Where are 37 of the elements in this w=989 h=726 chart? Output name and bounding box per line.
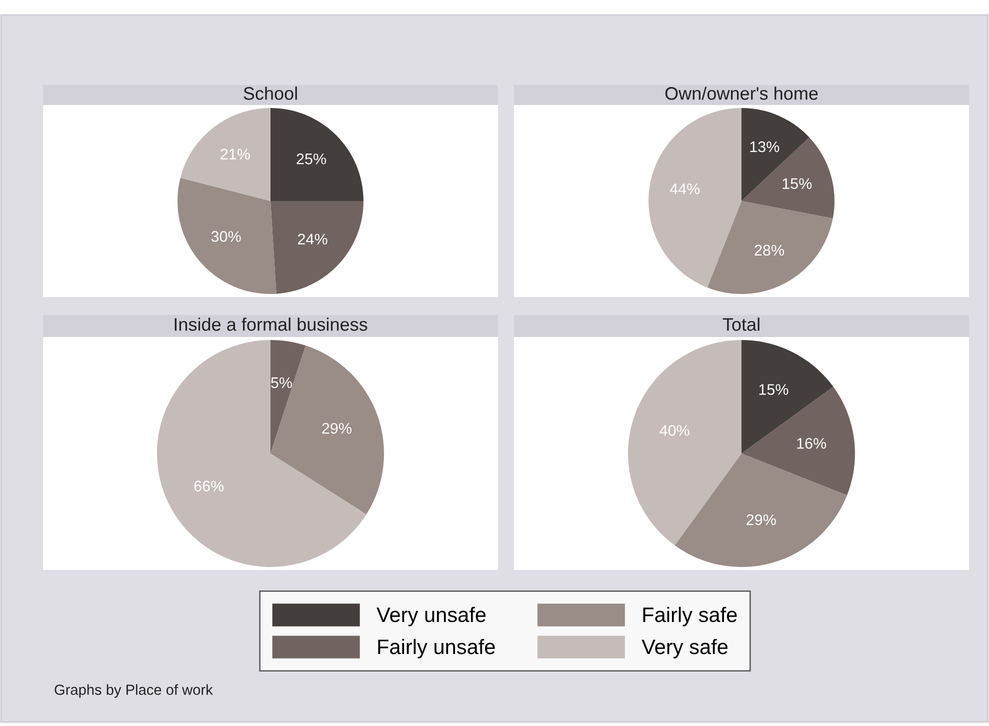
chart-title: Own/owner's home: [665, 86, 818, 100]
pie-slice: [707, 201, 833, 294]
data-label: 40%: [660, 425, 690, 436]
data-label: 28%: [754, 244, 784, 256]
legend-label: Very safe: [642, 638, 728, 658]
pie-slice: [270, 201, 364, 294]
pie-slice: [180, 108, 270, 201]
data-label: 30%: [211, 231, 241, 242]
legend-label: Fairly unsafe: [378, 638, 495, 658]
text: Graphs by Place of work: [54, 684, 213, 698]
legend-label: Very unsafe: [376, 606, 486, 626]
data-label: 25%: [296, 154, 326, 164]
data-label: 24%: [298, 234, 328, 245]
pie-slice: [628, 340, 742, 546]
pie-slice: [270, 340, 306, 454]
pie-slice: [674, 454, 848, 567]
pie-slice: [270, 346, 384, 514]
data-label: 16%: [797, 438, 826, 449]
data-label: 29%: [322, 422, 352, 434]
pie-slice: [742, 137, 834, 218]
data-label: 29%: [746, 514, 776, 526]
pie-slice: [157, 340, 366, 567]
pie-slice: [742, 340, 834, 454]
data-label: 15%: [782, 178, 812, 190]
chart-title: School: [244, 86, 297, 100]
data-label: 66%: [194, 480, 224, 492]
data-label: 13%: [750, 141, 780, 152]
data-label: 5%: [271, 377, 292, 388]
chart-title: Total: [722, 318, 760, 331]
data-label: 21%: [220, 148, 250, 160]
legend-label: Fairly safe: [643, 606, 737, 626]
data-label: 15%: [759, 384, 788, 395]
pie-slice: [270, 108, 364, 201]
data-label: 44%: [670, 184, 700, 194]
pie-slice: [648, 108, 742, 288]
pie-slice: [178, 178, 276, 294]
chart-title: Inside a formal business: [174, 318, 368, 331]
